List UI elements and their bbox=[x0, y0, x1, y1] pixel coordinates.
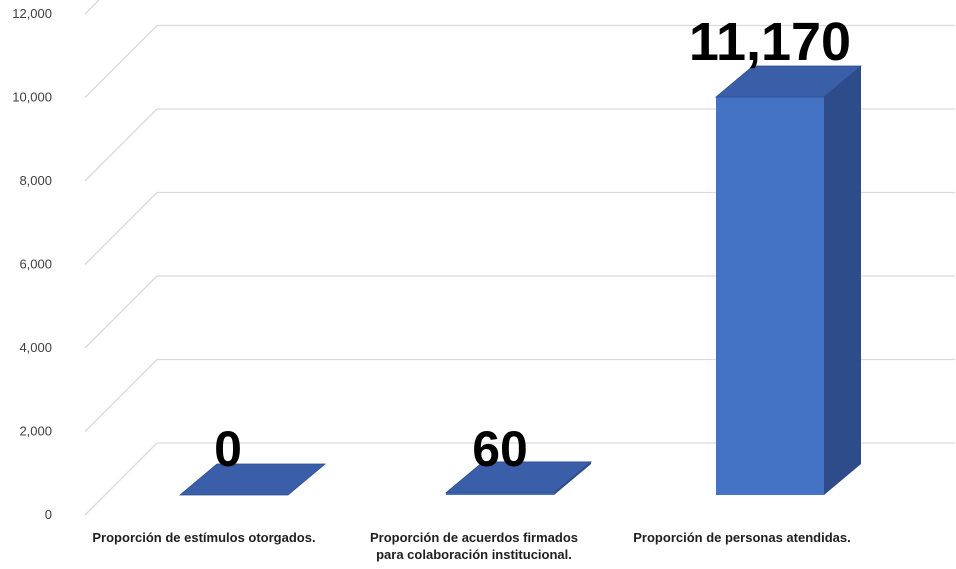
y-axis-ticks: 0 2,000 4,000 6,000 8,000 10,000 12,000 bbox=[12, 6, 52, 522]
grid-diagonal bbox=[84, 359, 158, 432]
data-label: 0 bbox=[214, 421, 242, 477]
data-label: 11,170 bbox=[689, 12, 851, 72]
data-labels: 0 60 11,170 bbox=[214, 12, 851, 477]
bar-front bbox=[716, 97, 824, 495]
bar-side bbox=[554, 461, 591, 495]
bar-top bbox=[178, 463, 327, 496]
y-tick-label: 12,000 bbox=[12, 6, 52, 21]
y-tick-label: 8,000 bbox=[19, 173, 52, 188]
bars bbox=[178, 65, 863, 496]
grid-diagonal bbox=[84, 25, 158, 98]
y-tick-label: 6,000 bbox=[19, 257, 52, 272]
y-tick-label: 10,000 bbox=[12, 90, 52, 105]
bar bbox=[444, 461, 593, 495]
grid-diagonal bbox=[84, 442, 158, 516]
grid-diagonal bbox=[84, 108, 158, 182]
bar-top bbox=[714, 65, 863, 98]
data-label: 60 bbox=[472, 421, 528, 477]
y-tick-label: 4,000 bbox=[19, 340, 52, 355]
y-tick-label: 2,000 bbox=[19, 424, 52, 439]
grid-diagonal bbox=[84, 192, 158, 265]
bar-side bbox=[824, 66, 861, 495]
bar bbox=[178, 463, 327, 496]
category-labels: Proporción de estímulos otorgados. Propor… bbox=[92, 530, 850, 562]
category-label: Proporción de personas atendidas. bbox=[633, 530, 850, 545]
bar bbox=[714, 65, 863, 495]
bar-top bbox=[444, 461, 593, 494]
y-tick-label: 0 bbox=[45, 507, 52, 522]
bar-front bbox=[446, 492, 554, 495]
grid-diagonal bbox=[84, 0, 100, 15]
grid-diagonal bbox=[84, 275, 158, 349]
category-label: Proporción de acuerdos firmados para cola… bbox=[370, 530, 578, 562]
category-label: Proporción de estímulos otorgados. bbox=[92, 530, 315, 545]
